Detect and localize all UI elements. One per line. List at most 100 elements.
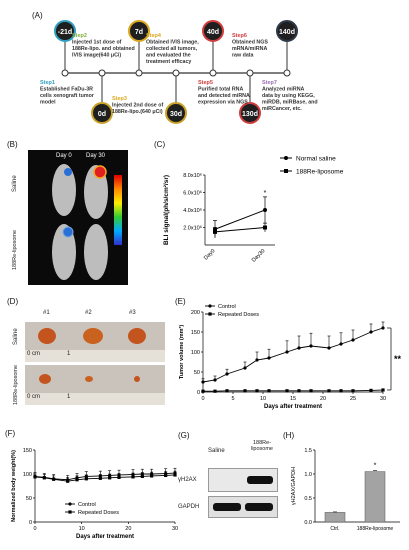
h-xtick-1: 188Re-liposome xyxy=(357,526,394,532)
timeline-day-badge-3 xyxy=(165,102,187,124)
e-chart-pt-1-7 xyxy=(297,389,301,393)
step-7-line-2: miRDB, miRBase, and xyxy=(262,100,318,106)
tumor-row-saline: Saline xyxy=(13,328,19,345)
tumor-col-1: #1 xyxy=(43,310,50,316)
e-chart-pt-1-11 xyxy=(351,389,355,393)
e-chart-pt-1-9 xyxy=(327,389,331,393)
timeline-node-0 xyxy=(61,69,69,77)
panel-label-g: (G) xyxy=(178,431,190,440)
f-chart-pt-1-8 xyxy=(117,475,121,479)
step-6-line-2: raw data xyxy=(232,53,254,59)
step-1-line-0: Established FaDu-3R xyxy=(40,87,93,93)
e-chart-ytick-4: 200 xyxy=(191,310,200,316)
ivis-day0-label: Day 0 xyxy=(56,153,72,159)
timeline-day-2: 7d xyxy=(135,29,143,36)
tumor-photo-liposome: 0 cm 1 xyxy=(25,365,165,405)
f-chart-pt-1-5 xyxy=(84,477,88,481)
ivis-image-panel: Day 0 Day 30 xyxy=(28,150,128,285)
step-title-5: Step5 xyxy=(198,80,213,86)
e-chart-pt-1-12 xyxy=(369,388,373,392)
step-6-line-0: Obtained NGS xyxy=(232,40,268,46)
step-1-line-1: cells xenograft tumor xyxy=(40,93,94,99)
h-ytick-2: 1.0 xyxy=(304,472,312,478)
e-chart-pt-0-2 xyxy=(225,372,229,376)
c-ylabel: BLI signal(ph/s/cm²/sr) xyxy=(163,175,170,245)
ivis-row-liposome: 188Re-liposome xyxy=(12,229,18,270)
e-chart-pt-0-0 xyxy=(201,380,205,384)
step-6-line-1: mRNA/miRNA xyxy=(232,46,267,52)
c-series-line-0 xyxy=(214,209,266,230)
c-legend-1: 188Re-liposome xyxy=(296,169,344,176)
e-chart-pt-0-12 xyxy=(369,330,373,334)
timeline-day-0: -21d xyxy=(58,29,72,36)
h-ytick-1: 0.5 xyxy=(304,496,312,502)
panel-label-d: (D) xyxy=(7,297,19,306)
f-chart-legend-1: Repeated Doses xyxy=(78,510,119,516)
f-chart-pt-1-3 xyxy=(66,479,70,483)
step-4-line-0: Obtained IVIS image, xyxy=(146,40,199,46)
step-2-line-0: Injected 1st dose of xyxy=(72,40,122,46)
blot-col-saline: Saline xyxy=(208,448,225,454)
c-legend-0: Normal saline xyxy=(296,156,336,163)
tumor-volume-chart: 0 50 100 150 200 0 5 10 15 20 25 30 Days after treat… xyxy=(178,304,402,410)
step-7-line-3: miRCancer, etc. xyxy=(262,106,302,112)
blot-band-gh2ax xyxy=(208,468,278,492)
step-title-2: Step2 xyxy=(72,33,87,39)
c-point-0-1 xyxy=(263,208,267,212)
c-ytick-1: 4.0x10⁶ xyxy=(183,207,202,214)
e-chart-pt-0-11 xyxy=(351,338,355,342)
h-sig-star: * xyxy=(374,463,377,470)
e-chart-pt-1-13 xyxy=(381,388,385,392)
f-chart-pt-1-9 xyxy=(131,475,135,479)
f-chart-ytick-2: 100 xyxy=(23,472,32,478)
timeline-node-4 xyxy=(209,69,217,77)
step-5-line-2: expression via NGS xyxy=(198,100,248,106)
gh2ax-bar-chart: 0.0 0.5 1.0 1.5 γH2AX/GAPDH Ctrl. 188Re-liposo… xyxy=(291,448,400,532)
step-3-line-0: Injected 2nd dose of xyxy=(112,103,163,109)
western-blot-panel: Saline 188Re-liposome γH2AX GAPDH xyxy=(178,440,280,540)
e-chart-series-1 xyxy=(203,389,384,392)
c-ytick-0: 2.0x10⁶ xyxy=(183,225,202,232)
e-chart-pt-0-6 xyxy=(285,350,289,354)
blot-row-gh2ax: γH2AX xyxy=(178,477,197,483)
f-chart-pt-1-0 xyxy=(33,475,37,479)
panel-label-a: (A) xyxy=(32,11,43,20)
f-chart-ylabel: Normalized body weight(%) xyxy=(11,450,17,522)
step-2-line-1: 188Re-lipo. and obtained xyxy=(72,46,135,52)
e-chart-pt-0-13 xyxy=(381,326,385,330)
blot-band-gapdh xyxy=(208,496,278,518)
step-3-line-1: 188Re-lipo.(640 μCi) xyxy=(112,109,163,115)
bli-chart: 2.0x10⁶ 4.0x10⁶ 6.0x10⁶ 8.0x10⁶ Day0 Day30 BLI… xyxy=(163,156,344,264)
step-title-3: Step3 xyxy=(112,96,127,102)
panel-label-e: (E) xyxy=(175,297,186,306)
c-xtick-1: Day30 xyxy=(251,248,266,263)
f-chart-pt-1-4 xyxy=(75,478,79,482)
h-ylabel: γH2AX/GAPDH xyxy=(291,467,297,505)
e-chart-pt-0-7 xyxy=(297,346,301,350)
e-chart-pt-0-5 xyxy=(267,356,271,360)
f-chart-pt-1-2 xyxy=(52,477,56,481)
timeline-day-4: 40d xyxy=(207,29,219,36)
ivis-signal-lipo-day0 xyxy=(62,226,74,238)
blot-row-gapdh: GAPDH xyxy=(178,504,200,510)
e-chart-pt-0-9 xyxy=(327,346,331,350)
step-2-line-2: IVIS image(640 μCi) xyxy=(72,53,121,59)
e-chart-ytick-0: 0 xyxy=(197,390,200,396)
timeline-node-6 xyxy=(283,69,291,77)
f-chart-ytick-0: 0 xyxy=(29,520,32,526)
ivis-day30-label: Day 30 xyxy=(86,153,106,159)
f-chart-series-0 xyxy=(34,472,176,481)
tumor-photo-header: #1 #2 #3 xyxy=(25,308,165,323)
blot-col-liposome: 188Re-liposome xyxy=(250,440,273,452)
timeline-day-5: 130d xyxy=(242,111,258,118)
e-chart-pt-1-2 xyxy=(225,389,229,393)
timeline-node-3 xyxy=(172,69,180,77)
panel-label-f: (F) xyxy=(5,429,16,438)
e-chart-xtick-0: 0 xyxy=(201,396,204,402)
f-chart-pt-1-1 xyxy=(42,476,46,480)
panel-label-b: (B) xyxy=(7,140,18,149)
f-chart-xtick-1: 10 xyxy=(79,526,85,532)
timeline-day-badge-5 xyxy=(239,102,261,124)
timeline-day-badge-4 xyxy=(202,20,224,42)
